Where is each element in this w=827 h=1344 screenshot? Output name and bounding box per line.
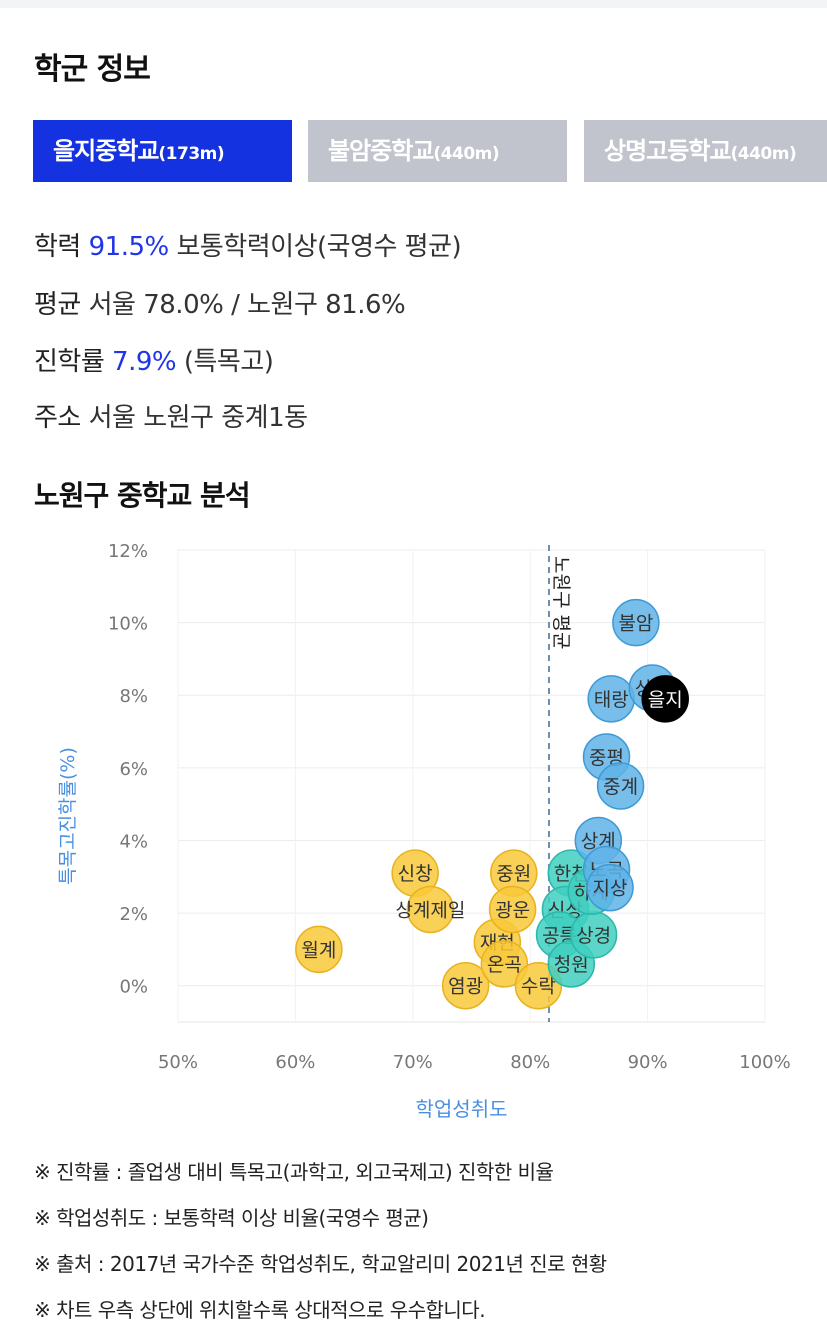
info-address-label: 주소	[34, 403, 81, 433]
plot-area	[177, 549, 766, 1023]
tab-school-1-name: 불암중학교	[328, 137, 434, 165]
tab-school-0-name: 을지중학교	[53, 137, 159, 165]
data-point-온곡	[480, 940, 529, 988]
data-label-을지: 을지	[648, 689, 683, 711]
data-label-수락: 수락	[521, 976, 556, 998]
info-advance-desc: (특목고)	[183, 347, 274, 377]
data-label-지상: 지상	[593, 878, 628, 900]
scatter-chart: 0% 2% 4% 6% 8% 10% 12% 50% 60% 70% 80% 90% 100% 학업성취도…	[57, 541, 791, 1121]
data-label-불암: 불암	[618, 613, 653, 635]
school-tabs: 을지중학교(173m) 불암중학교(440m) 상명고등학교(440m)	[33, 120, 827, 182]
x-tick-label: 50%	[158, 1052, 198, 1073]
info-address: 주소 서울 노원구 중계1동	[34, 397, 308, 434]
info-address-desc: 서울 노원구 중계1동	[88, 403, 308, 433]
info-achievement-label: 학력	[34, 232, 81, 262]
note-item: ※ 학업성취도 : 보통학력 이상 비율(국영수 평균)	[34, 1206, 429, 1230]
y-tick-label: 4%	[119, 831, 148, 852]
x-tick-label: 60%	[275, 1052, 315, 1073]
notes-list: ※ 진학률 : 졸업생 대비 특목고(과학고, 외고국제고) 진학한 비율 ※ …	[34, 1155, 814, 1339]
data-label-청원: 청원	[554, 954, 589, 976]
info-achievement-desc: 보통학력이상(국영수 평균)	[176, 232, 462, 262]
data-point-염광	[441, 961, 490, 1010]
y-tick-label: 12%	[108, 541, 148, 562]
note-item: ※ 출처 : 2017년 국가수준 학업성취도, 학교알리미 2021년 진로 …	[34, 1252, 607, 1276]
data-label-온곡: 온곡	[487, 954, 522, 976]
tab-school-0[interactable]: 을지중학교(173m)	[33, 120, 292, 182]
y-tick-label: 10%	[108, 614, 148, 635]
note-item: ※ 진학률 : 졸업생 대비 특목고(과학고, 외고국제고) 진학한 비율	[34, 1160, 554, 1184]
info-advance-value: 7.9%	[112, 347, 177, 377]
info-achievement-value: 91.5%	[88, 232, 170, 262]
info-advance: 진학률 7.9% (특목고)	[34, 341, 274, 378]
data-label-월계: 월계	[301, 939, 336, 961]
data-point-을지	[641, 675, 689, 723]
data-point-지상	[586, 863, 634, 912]
data-point-광운	[488, 885, 537, 934]
info-average-label: 평균	[34, 290, 81, 320]
data-label-상경: 상경	[576, 925, 611, 947]
scatter-chart-container: 0% 2% 4% 6% 8% 10% 12% 50% 60% 70% 80% 90% 100% 학업성취도…	[0, 530, 827, 1130]
tab-school-2-distance: (440m)	[730, 144, 797, 164]
data-point-불암	[612, 598, 660, 647]
tab-school-2[interactable]: 상명고등학교(440m)	[584, 120, 827, 182]
data-label-태랑: 태랑	[594, 689, 629, 711]
data-point-중계	[596, 762, 645, 810]
x-tick-label: 100%	[739, 1052, 790, 1073]
data-label-염광: 염광	[448, 976, 483, 998]
y-axis-title: 특목고진학률(%)	[57, 747, 79, 885]
section-title-analysis: 노원구 중학교 분석	[34, 479, 251, 512]
average-reference-label: 노원구 평균	[550, 556, 572, 649]
data-label-상계제일: 상계제일	[395, 899, 465, 921]
top-divider-bar	[0, 0, 827, 8]
x-tick-label: 80%	[510, 1052, 550, 1073]
info-average-desc: 서울 78.0% / 노원구 81.6%	[88, 290, 406, 320]
info-achievement: 학력 91.5% 보통학력이상(국영수 평균)	[34, 226, 462, 263]
y-tick-label: 8%	[119, 686, 148, 707]
tab-school-2-name: 상명고등학교	[604, 137, 731, 165]
info-advance-label: 진학률	[34, 347, 105, 377]
y-tick-label: 2%	[119, 904, 148, 925]
x-tick-label: 90%	[628, 1052, 668, 1073]
info-average: 평균 서울 78.0% / 노원구 81.6%	[34, 284, 406, 321]
x-tick-label: 70%	[393, 1052, 433, 1073]
data-label-중원: 중원	[496, 863, 531, 885]
section-title-school-district: 학군 정보	[34, 52, 151, 87]
data-label-광운: 광운	[495, 899, 530, 921]
data-label-중계: 중계	[603, 776, 638, 798]
tab-school-1-distance: (440m)	[433, 144, 500, 164]
tab-school-1[interactable]: 불암중학교(440m)	[308, 120, 567, 182]
data-point-상계제일	[406, 885, 455, 934]
y-tick-label: 6%	[119, 759, 148, 780]
y-tick-label: 0%	[119, 977, 148, 998]
tab-school-0-distance: (173m)	[158, 144, 225, 164]
note-item: ※ 차트 우측 상단에 위치할수록 상대적으로 우수합니다.	[34, 1298, 486, 1322]
x-axis-title: 학업성취도	[416, 1097, 508, 1121]
data-label-신창: 신창	[398, 863, 433, 885]
data-point-월계	[295, 925, 343, 974]
